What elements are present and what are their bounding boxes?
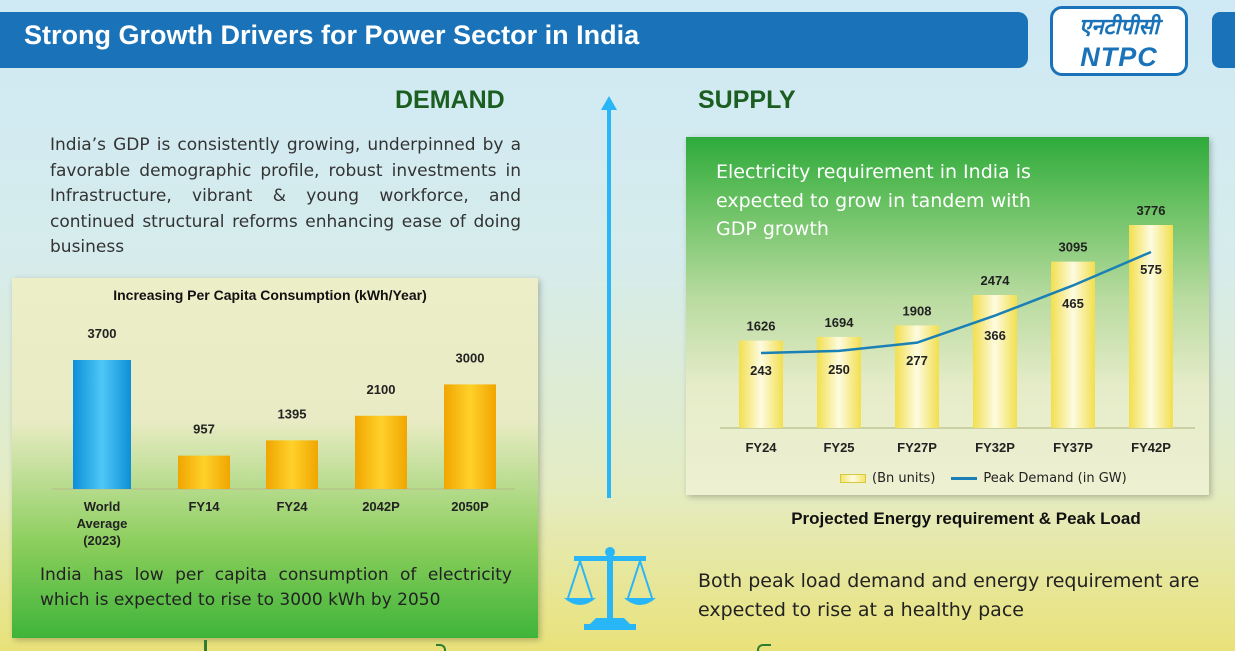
balance-scale-icon [564,547,656,630]
bar [355,415,407,489]
page-title: Strong Growth Drivers for Power Sector i… [24,20,640,50]
x-tick-label: FY27P [897,440,937,455]
up-arrow-head-icon [601,96,617,110]
x-tick-label: 2050P [451,499,489,514]
x-tick-label: FY25 [823,440,854,455]
supply-title: SUPPLY [698,86,796,114]
bar-data-label: 2474 [981,273,1011,288]
x-tick-label: FY42P [1131,440,1171,455]
x-tick-label: FY32P [975,440,1015,455]
demand-title: DEMAND [395,86,505,114]
data-label: 2100 [367,382,396,397]
ntpc-logo: एनटीपीसी NTPC [1050,6,1188,76]
legend-line-swatch [951,477,978,480]
bar-data-label: 1908 [903,303,932,318]
x-tick-label: FY14 [188,499,220,514]
data-label: 1395 [278,406,307,421]
bar [895,325,939,428]
decorative-stub [436,644,446,651]
bar [266,440,318,489]
demand-footer-text: India has low per capita consumption of … [40,565,512,610]
decorative-stub [757,644,771,651]
line-data-label: 575 [1140,262,1162,277]
data-label: 3000 [456,350,485,365]
bar [178,455,230,489]
bar [739,340,783,428]
bar-data-label: 3776 [1137,203,1166,218]
demand-description: India’s GDP is consistently growing, und… [50,135,521,257]
energy-chart-legend: (Bn units) Peak Demand (in GW) [840,471,1127,486]
x-tick-label: (2023) [83,533,121,548]
bar-data-label: 1694 [825,315,855,330]
bar-data-label: 1626 [747,319,776,334]
header-right-tab [1212,12,1235,68]
line-data-label: 366 [984,328,1006,343]
header-bar [0,12,1028,68]
bar [444,384,496,489]
x-tick-label: 2042P [362,499,400,514]
bar [1051,261,1095,428]
supply-panel-note: Electricity requirement in India is expe… [716,161,1031,240]
line-data-label: 250 [828,362,850,377]
legend-bar-swatch [840,474,866,483]
x-tick-label: FY24 [276,499,308,514]
divider-arrow [607,108,611,498]
x-tick-label: FY24 [745,440,777,455]
logo-ntpc-text: NTPC [1080,42,1158,72]
line-data-label: 243 [750,363,772,378]
peak-demand-line [760,250,1152,355]
energy-chart-panel [686,137,1209,495]
data-label: 3700 [88,326,117,341]
bar [73,360,131,489]
decorative-stub [204,640,207,651]
bar [973,294,1017,428]
legend-bar-label: (Bn units) [872,471,936,486]
line-data-label: 465 [1062,296,1084,311]
legend-line-label: Peak Demand (in GW) [983,471,1127,486]
x-tick-label: Average [77,516,128,531]
energy-chart-title: Projected Energy requirement & Peak Load [791,509,1141,528]
data-label: 957 [193,422,215,437]
x-tick-label: World [84,499,121,514]
x-tick-label: FY37P [1053,440,1093,455]
per-capita-chart-title: Increasing Per Capita Consumption (kWh/Y… [113,287,427,303]
supply-footer-text: Both peak load demand and energy require… [698,570,1200,621]
logo-hindi-text: एनटीपीसी [1079,15,1159,40]
bar-data-label: 3095 [1059,240,1088,255]
bar [1129,225,1173,428]
line-data-label: 277 [906,353,928,368]
